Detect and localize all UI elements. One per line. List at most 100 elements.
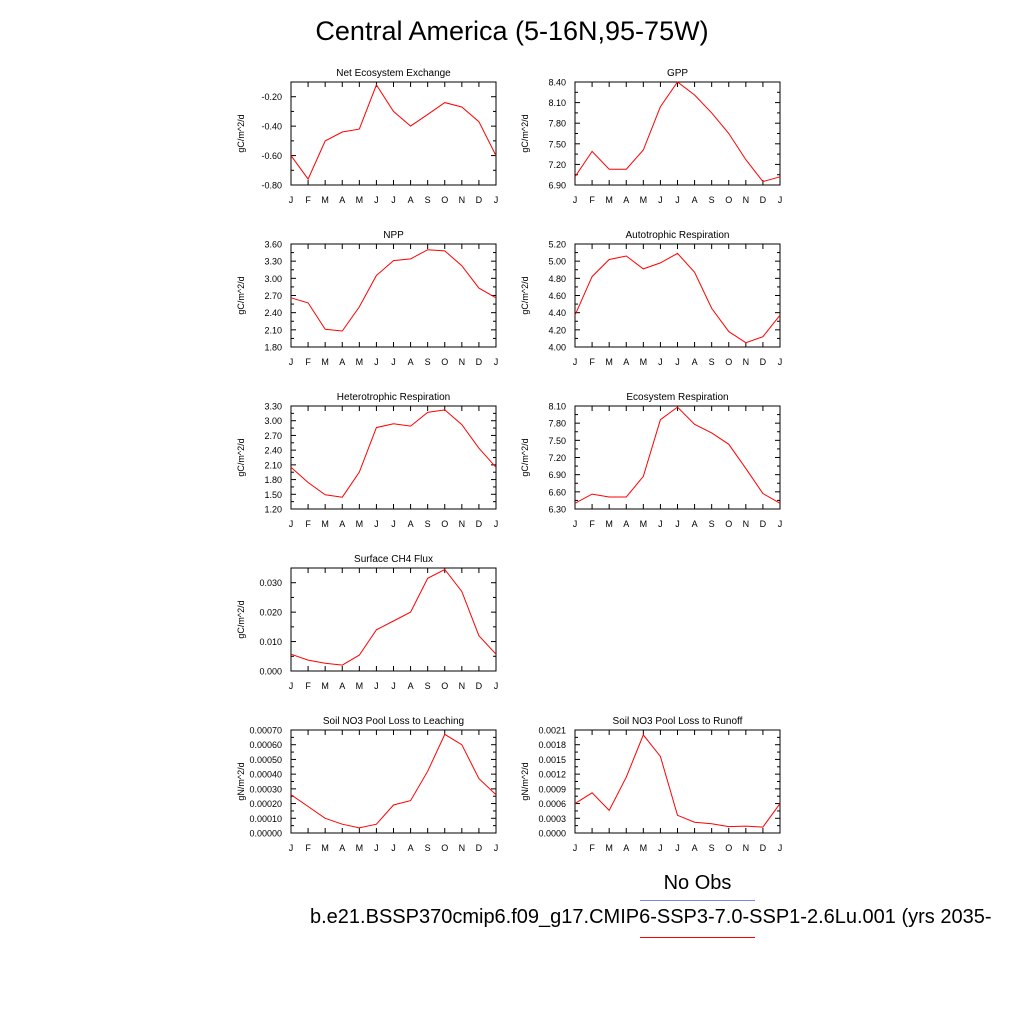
y-tick-label: 4.20 [548,325,566,335]
x-tick-label: M [321,843,329,853]
y-tick-label: 1.20 [264,505,282,515]
x-tick-label: J [391,519,396,529]
x-tick-label: D [476,681,483,691]
y-axis-label: gN/m^2/d [520,762,530,800]
x-tick-label: O [725,357,732,367]
panel-title: Surface CH4 Flux [354,554,433,565]
x-tick-label: M [321,357,329,367]
y-tick-label: 7.80 [548,419,566,429]
x-tick-label: J [289,519,294,529]
panel-title: NPP [383,230,404,241]
plot-frame [574,243,781,348]
x-tick-label: D [760,357,767,367]
y-tick-label: 2.10 [264,460,282,470]
x-tick-label: M [321,519,329,529]
panel-title: Ecosystem Respiration [626,392,728,403]
y-tick-label: 2.70 [264,291,282,301]
y-tick-label: -0.80 [261,181,282,191]
series-line [574,733,781,828]
x-tick-label: J [658,357,663,367]
x-tick-label: J [675,843,680,853]
plot-frame [574,729,781,834]
x-tick-label: D [760,195,767,205]
series-line [290,83,497,181]
x-tick-label: J [391,681,396,691]
legend-run-line [640,937,755,938]
x-tick-label: F [589,357,595,367]
x-tick-label: F [589,519,595,529]
x-tick-label: M [605,195,613,205]
x-tick-label: F [305,357,311,367]
y-tick-label: 8.40 [548,78,566,88]
x-tick-label: J [374,681,379,691]
x-tick-label: M [356,195,364,205]
x-tick-label: M [640,195,648,205]
x-tick-label: J [658,195,663,205]
x-tick-label: A [623,195,629,205]
x-tick-label: J [494,843,499,853]
x-tick-label: M [640,843,648,853]
panel-title: Net Ecosystem Exchange [336,68,451,79]
x-tick-label: S [425,357,431,367]
plot-frame [574,405,781,510]
x-tick-label: J [391,195,396,205]
x-tick-label: D [760,519,767,529]
x-tick-label: M [356,519,364,529]
y-tick-label: 4.00 [548,343,566,353]
legend-obs-line [640,900,755,901]
x-tick-label: J [675,357,680,367]
x-tick-label: J [391,357,396,367]
x-tick-label: O [725,519,732,529]
y-tick-label: 6.30 [548,505,566,515]
x-tick-label: F [589,843,595,853]
y-tick-label: 3.00 [264,274,282,284]
y-tick-label: 3.60 [264,240,282,250]
x-tick-label: J [778,519,783,529]
y-tick-label: 0.0003 [538,814,566,824]
y-tick-label: 2.40 [264,308,282,318]
x-tick-label: O [441,681,448,691]
x-tick-label: A [339,195,345,205]
x-tick-label: J [675,195,680,205]
x-tick-label: F [305,843,311,853]
x-tick-label: N [459,843,466,853]
y-tick-label: 2.70 [264,431,282,441]
x-tick-label: S [709,195,715,205]
x-tick-label: J [289,843,294,853]
y-tick-label: 0.00020 [249,799,282,809]
y-tick-label: 2.10 [264,325,282,335]
x-tick-label: A [408,195,414,205]
y-tick-label: 0.00070 [249,726,282,736]
x-tick-label: S [425,843,431,853]
y-tick-label: 0.010 [259,637,282,647]
x-tick-label: M [605,843,613,853]
x-tick-label: A [408,357,414,367]
x-tick-label: S [709,843,715,853]
y-tick-label: 3.00 [264,416,282,426]
y-tick-label: 6.90 [548,181,566,191]
x-tick-label: A [408,519,414,529]
x-tick-label: S [425,195,431,205]
series-line [574,406,781,504]
x-tick-label: F [589,195,595,205]
x-tick-label: S [709,357,715,367]
y-tick-label: 7.20 [548,453,566,463]
x-tick-label: A [339,843,345,853]
y-tick-label: 0.00000 [249,829,282,839]
panel-title: Soil NO3 Pool Loss to Leaching [323,716,464,727]
x-tick-label: A [408,843,414,853]
y-tick-label: -0.40 [261,122,282,132]
y-tick-label: 0.0006 [538,799,566,809]
x-tick-label: J [374,519,379,529]
x-tick-label: O [441,195,448,205]
x-tick-label: J [573,843,578,853]
x-tick-label: A [339,681,345,691]
y-tick-label: -0.20 [261,92,282,102]
